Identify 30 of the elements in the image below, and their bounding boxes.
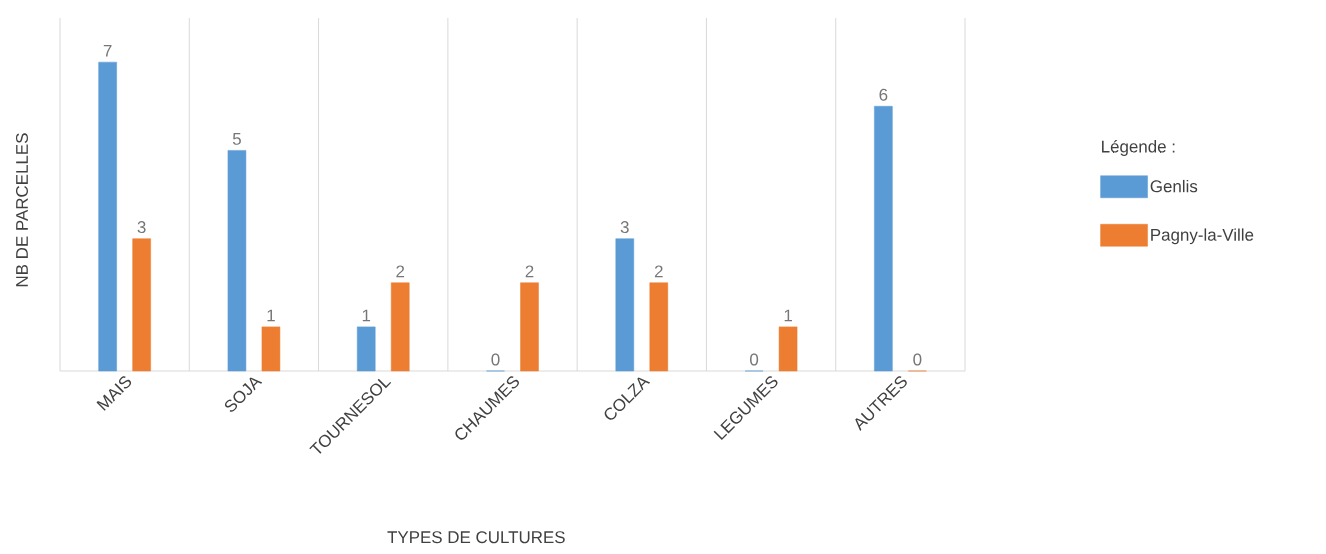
bar <box>520 282 539 372</box>
y-axis-title: NB DE PARCELLES <box>15 133 28 287</box>
bar <box>132 238 151 372</box>
bar <box>261 326 281 372</box>
data-label: 2 <box>396 265 405 278</box>
data-label: 1 <box>784 309 792 322</box>
bar <box>874 106 893 372</box>
data-label: 2 <box>654 265 663 278</box>
data-label: 5 <box>232 133 241 145</box>
bar <box>778 326 798 372</box>
bar <box>615 238 635 372</box>
data-label: 0 <box>913 353 922 366</box>
data-label: 2 <box>525 265 534 278</box>
data-label: 3 <box>137 221 146 234</box>
x-axis-title: TYPES DE CULTURES <box>387 531 565 544</box>
data-label: 0 <box>491 353 500 366</box>
data-label: 3 <box>620 221 629 234</box>
data-label: 0 <box>750 353 759 366</box>
bar <box>649 282 669 372</box>
bar <box>227 150 247 372</box>
data-label: 1 <box>362 309 371 322</box>
data-label: 7 <box>103 44 112 57</box>
legend-title: Légende : <box>1102 139 1175 156</box>
bar <box>98 61 117 372</box>
data-label: 6 <box>879 88 888 101</box>
bar <box>390 282 410 372</box>
legend-label: Genlis <box>1150 179 1198 193</box>
bar <box>356 326 376 372</box>
legend-label: Pagny-la-Ville <box>1151 228 1254 245</box>
data-label: 1 <box>267 309 275 322</box>
